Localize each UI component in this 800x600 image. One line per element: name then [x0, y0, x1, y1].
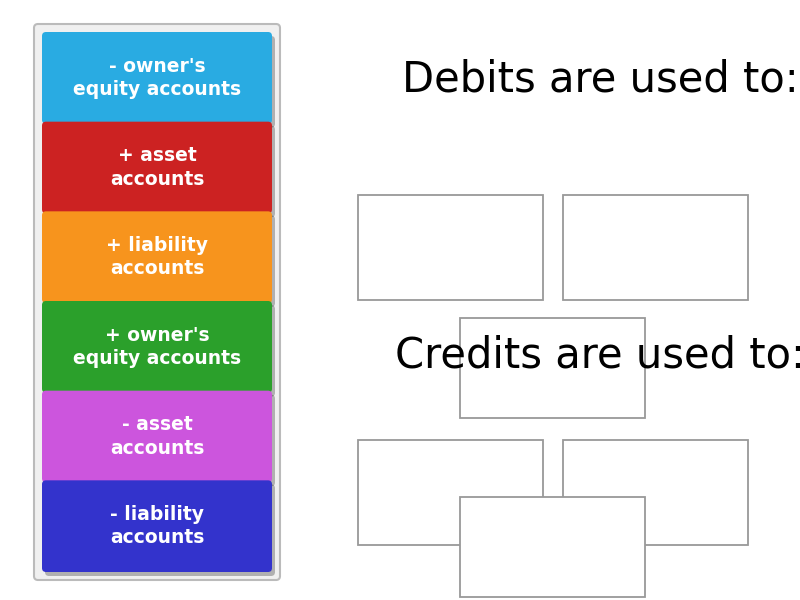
Text: - owner's
equity accounts: - owner's equity accounts: [73, 56, 241, 99]
FancyBboxPatch shape: [358, 195, 543, 300]
Text: + asset
accounts: + asset accounts: [110, 146, 204, 189]
FancyBboxPatch shape: [45, 215, 275, 307]
Text: + liability
accounts: + liability accounts: [106, 236, 208, 278]
FancyBboxPatch shape: [42, 301, 272, 392]
FancyBboxPatch shape: [34, 24, 280, 580]
FancyBboxPatch shape: [45, 395, 275, 487]
FancyBboxPatch shape: [45, 484, 275, 576]
FancyBboxPatch shape: [45, 36, 275, 128]
FancyBboxPatch shape: [358, 440, 543, 545]
FancyBboxPatch shape: [42, 481, 272, 572]
FancyBboxPatch shape: [45, 305, 275, 397]
FancyBboxPatch shape: [42, 211, 272, 303]
FancyBboxPatch shape: [45, 125, 275, 217]
FancyBboxPatch shape: [42, 391, 272, 482]
Text: - liability
accounts: - liability accounts: [110, 505, 204, 547]
Text: + owner's
equity accounts: + owner's equity accounts: [73, 326, 241, 368]
Text: - asset
accounts: - asset accounts: [110, 415, 204, 458]
FancyBboxPatch shape: [563, 440, 748, 545]
Text: Debits are used to:: Debits are used to:: [402, 59, 798, 101]
FancyBboxPatch shape: [42, 122, 272, 214]
FancyBboxPatch shape: [460, 497, 645, 597]
FancyBboxPatch shape: [563, 195, 748, 300]
FancyBboxPatch shape: [460, 318, 645, 418]
Text: Credits are used to:: Credits are used to:: [395, 334, 800, 376]
FancyBboxPatch shape: [42, 32, 272, 124]
